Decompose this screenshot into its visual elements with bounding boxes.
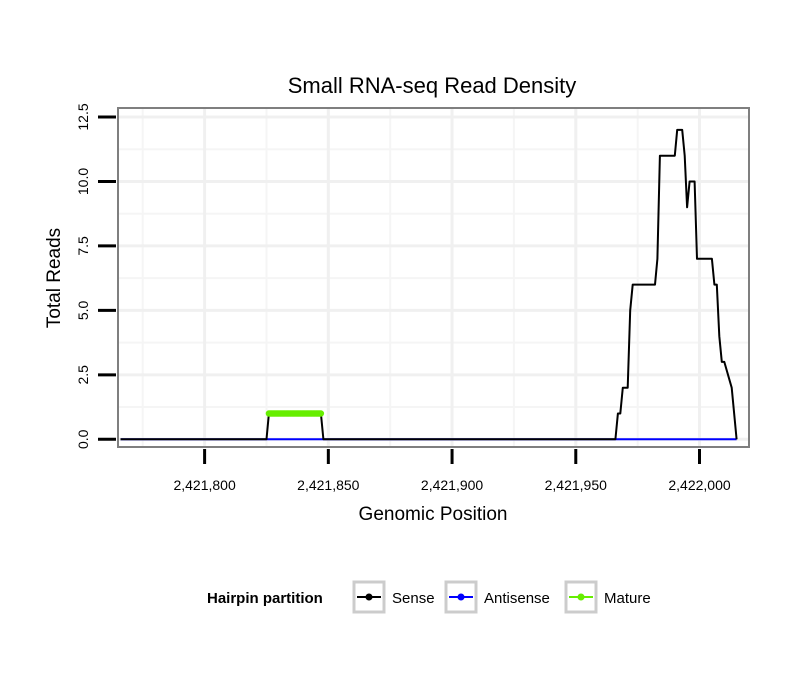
y-tick-label: 5.0 xyxy=(75,300,91,320)
legend-item-sense: Sense xyxy=(352,580,435,614)
legend-label: Sense xyxy=(392,590,435,607)
major-grid xyxy=(118,108,749,447)
legend-label: Mature xyxy=(604,590,651,607)
minor-grid xyxy=(118,108,749,447)
x-tick-label: 2,422,000 xyxy=(668,477,730,493)
legend-key-point xyxy=(365,593,373,601)
legend-key-point xyxy=(577,593,585,601)
x-axis-label: Genomic Position xyxy=(359,504,508,525)
y-axis: 0.0 2.5 5.0 7.5 10.0 12.5 xyxy=(75,103,116,449)
y-tick-label: 0.0 xyxy=(75,429,91,449)
legend: Hairpin partition Sense Antisense Mature xyxy=(207,580,651,614)
mature-point xyxy=(317,410,325,417)
y-tick-label: 10.0 xyxy=(75,168,91,195)
x-tick-label: 2,421,950 xyxy=(545,477,607,493)
legend-item-antisense: Antisense xyxy=(444,580,550,614)
series-line-sense xyxy=(120,128,738,441)
legend-title: Hairpin partition xyxy=(207,590,323,607)
y-axis-label: Total Reads xyxy=(44,228,65,328)
x-axis: 2,421,800 2,421,850 2,421,900 2,421,950 2,42… xyxy=(173,449,731,493)
x-tick-label: 2,421,850 xyxy=(297,477,359,493)
legend-label: Antisense xyxy=(484,590,550,607)
x-tick-label: 2,421,800 xyxy=(173,477,235,493)
plot-panel-border xyxy=(117,107,750,448)
y-tick-label: 12.5 xyxy=(75,103,91,130)
y-tick-label: 2.5 xyxy=(75,365,91,385)
y-tick-label: 7.5 xyxy=(75,236,91,256)
series-layer xyxy=(120,128,738,441)
legend-item-mature: Mature xyxy=(564,580,651,614)
x-tick-label: 2,421,900 xyxy=(421,477,483,493)
chart-title: Small RNA-seq Read Density xyxy=(288,73,577,98)
legend-key-point xyxy=(457,593,465,601)
